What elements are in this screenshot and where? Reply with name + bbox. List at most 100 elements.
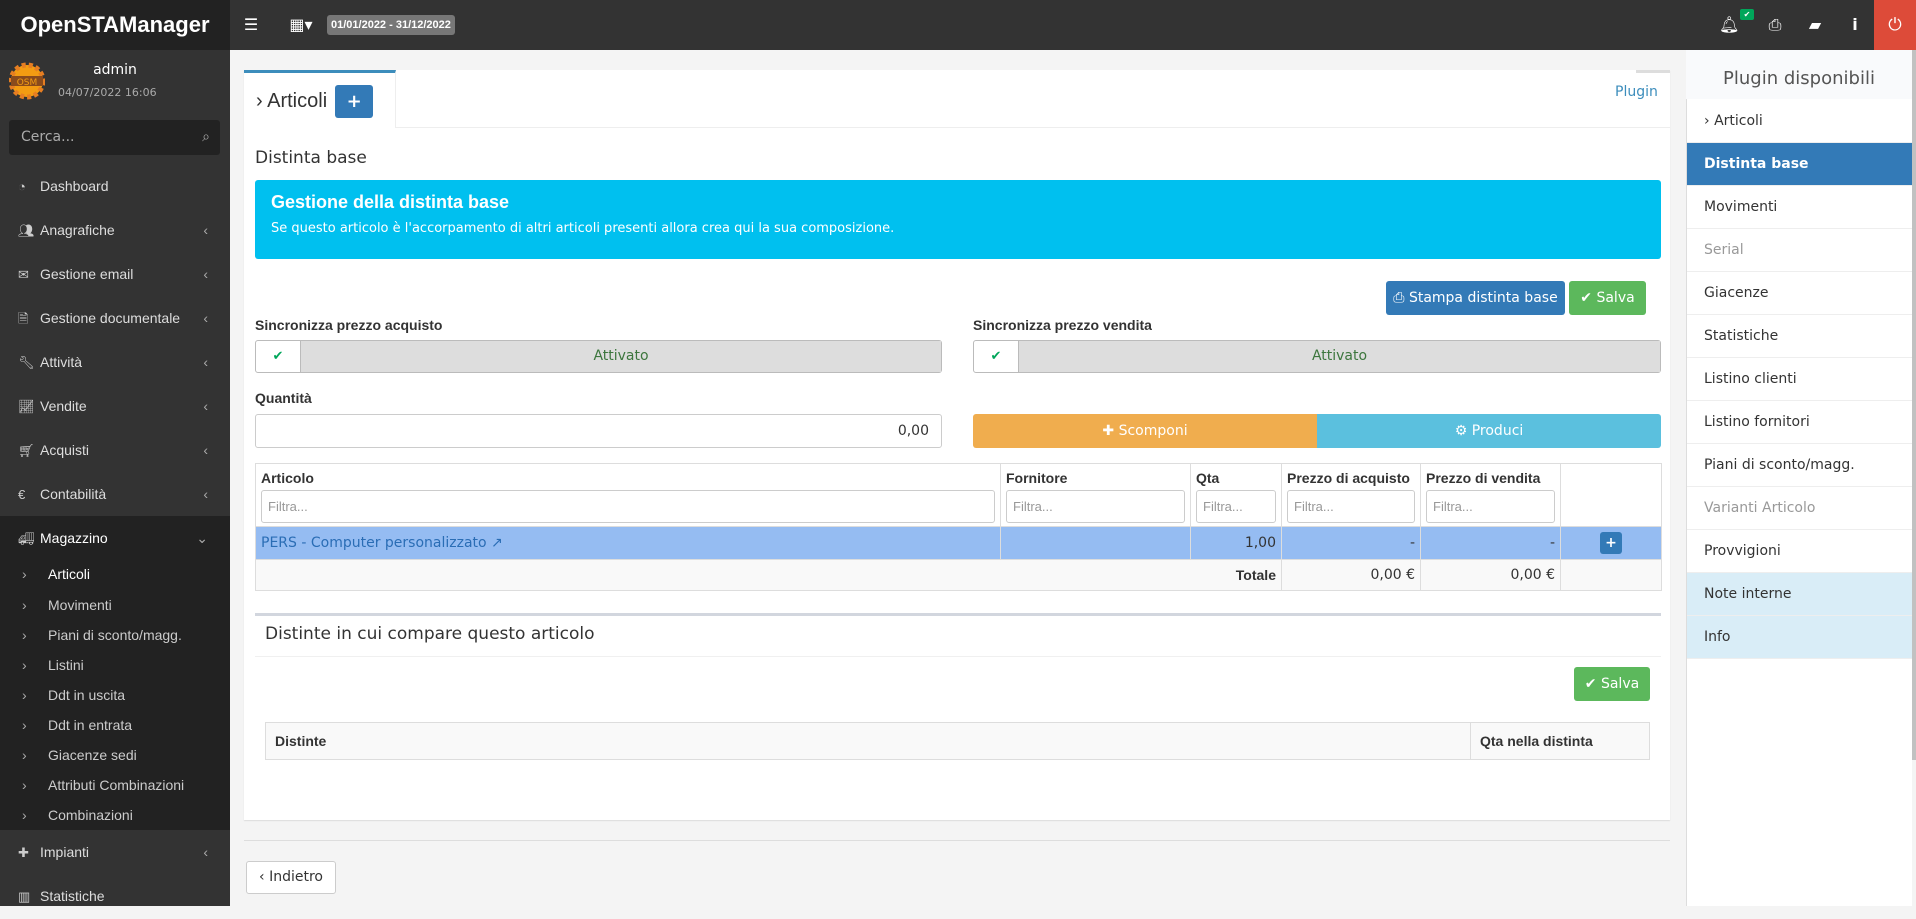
plugin-label: Articoli <box>1714 113 1763 129</box>
quantity-input[interactable]: 0,00 <box>255 414 942 448</box>
plugin-item-provvigioni[interactable]: Provvigioni <box>1687 530 1912 573</box>
filter-qta-input[interactable]: Filtra... <box>1196 490 1276 523</box>
divider <box>244 840 1670 841</box>
add-article-button[interactable]: + <box>335 85 374 118</box>
submenu-item-ddt-uscita[interactable]: › Ddt in uscita <box>0 680 230 710</box>
sidebar-item-anagrafiche[interactable]: 👥︎ Anagrafiche ‹ <box>0 208 230 252</box>
submenu-item-ddt-entrata[interactable]: › Ddt in entrata <box>0 710 230 740</box>
sidebar-item-attivita[interactable]: 🔧︎ Attività ‹ <box>0 340 230 384</box>
toggle-value: Attivato <box>301 341 941 372</box>
bom-table: Articolo Filtra... Fornitore Filtra... Qta… <box>255 463 1662 591</box>
bell-icon[interactable]: 🔔︎ <box>1719 15 1740 34</box>
table-row[interactable]: PERS - Computer personalizzato ↗ 1,00 - … <box>255 526 1662 560</box>
cell-actions: + <box>1560 526 1662 560</box>
tab-header: › Articoli + <box>256 85 374 118</box>
button-label: Stampa distinta base <box>1408 290 1558 306</box>
external-link-icon[interactable]: ↗ <box>491 535 503 551</box>
sidebar-item-magazzino[interactable]: 🚚︎ Magazzino ⌄ <box>0 516 230 560</box>
cell-articolo[interactable]: PERS - Computer personalizzato ↗ <box>255 526 1001 560</box>
filter-vendita-input[interactable]: Filtra... <box>1426 490 1555 523</box>
plugin-item-listino-fornitori[interactable]: Listino fornitori <box>1687 401 1912 444</box>
plugin-item-giacenze[interactable]: Giacenze <box>1687 272 1912 315</box>
sidebar-item-gestione-documentale[interactable]: 🗎︎ Gestione documentale ‹ <box>0 296 230 340</box>
plugin-item-varianti[interactable]: Varianti Articolo <box>1687 487 1912 530</box>
cell-vendita: - <box>1420 526 1561 560</box>
euro-icon: € <box>18 487 26 502</box>
sync-sale-toggle[interactable]: ✔ Attivato <box>973 340 1661 373</box>
add-row-button[interactable]: + <box>1600 532 1622 554</box>
submenu-item-articoli[interactable]: › Articoli <box>0 559 230 589</box>
sidebar-search-input[interactable]: Cerca... ⌕ <box>9 120 220 155</box>
print-bom-button[interactable]: ⎙ Stampa distinta base <box>1386 281 1565 315</box>
sidebar-item-impianti[interactable]: ✚ Impianti ‹ <box>0 830 230 874</box>
print-icon[interactable]: ⎙ <box>1768 15 1782 34</box>
column-header-distinte: Distinte <box>265 722 1471 760</box>
sidebar-item-contabilita[interactable]: € Contabilità ‹ <box>0 472 230 516</box>
decompose-button[interactable]: ✚ Scomponi <box>973 414 1317 448</box>
submenu-label: Giacenze sedi <box>48 747 137 763</box>
plugin-item-serial[interactable]: Serial <box>1687 229 1912 272</box>
save-related-button[interactable]: ✔ Salva <box>1574 667 1650 701</box>
chevron-right-icon: › <box>1704 113 1710 129</box>
button-label: Salva <box>1600 676 1640 692</box>
plugin-item-piani-sconto[interactable]: Piani di sconto/magg. <box>1687 444 1912 487</box>
submenu-label: Ddt in uscita <box>48 687 126 703</box>
sidebar-item-label: Dashboard <box>40 178 109 194</box>
submenu-item-combinazioni[interactable]: › Combinazioni <box>0 800 230 830</box>
plugin-item-note-interne[interactable]: Note interne <box>1687 573 1912 616</box>
produce-button[interactable]: ⚙ Produci <box>1317 414 1661 448</box>
save-button[interactable]: ✔ Salva <box>1569 281 1646 315</box>
plugin-item-listino-clienti[interactable]: Listino clienti <box>1687 358 1912 401</box>
users-icon: 👥︎ <box>18 223 35 238</box>
total-vendita: 0,00 € <box>1420 559 1561 591</box>
menu-toggle-icon[interactable]: ☰ <box>243 15 259 34</box>
print-icon: ⎙ <box>1393 290 1405 306</box>
plugin-item-articoli[interactable]: › Articoli <box>1687 100 1912 143</box>
sidebar-item-acquisti[interactable]: 🛒︎ Acquisti ‹ <box>0 428 230 472</box>
chevron-left-icon: ‹ <box>203 310 208 326</box>
filter-acquisto-input[interactable]: Filtra... <box>1287 490 1415 523</box>
filter-fornitore-input[interactable]: Filtra... <box>1006 490 1185 523</box>
submenu-label: Ddt in entrata <box>48 717 133 733</box>
chevron-left-icon: ‹ <box>203 486 208 502</box>
plugin-item-info[interactable]: Info <box>1687 616 1912 659</box>
plugin-item-statistiche[interactable]: Statistiche <box>1687 315 1912 358</box>
submenu-label: Movimenti <box>48 597 112 613</box>
submenu-item-listini[interactable]: › Listini <box>0 650 230 680</box>
sidebar-item-statistiche[interactable]: ▥ Statistiche <box>0 874 230 918</box>
sidebar-item-vendite[interactable]: 📈︎ Vendite ‹ <box>0 384 230 428</box>
user-name[interactable]: admin <box>93 62 137 78</box>
book-icon[interactable]: ▰ <box>1808 15 1822 34</box>
search-icon[interactable]: ⌕ <box>202 129 210 145</box>
back-button[interactable]: ‹ Indietro <box>246 861 336 894</box>
chevron-right-icon: › <box>22 657 27 673</box>
column-header-actions <box>1560 463 1662 527</box>
filter-articolo-input[interactable]: Filtra... <box>261 490 995 523</box>
total-row: Totale 0,00 € 0,00 € <box>255 559 1662 591</box>
sidebar-item-gestione-email[interactable]: ✉ Gestione email ‹ <box>0 252 230 296</box>
table-header-row: Articolo Filtra... Fornitore Filtra... Qta… <box>255 463 1662 527</box>
submenu-item-piani-sconto[interactable]: › Piani di sconto/magg. <box>0 620 230 650</box>
svg-text:OSM: OSM <box>17 78 38 88</box>
sync-purchase-toggle[interactable]: ✔ Attivato <box>255 340 942 373</box>
logout-power-icon[interactable]: ⏻ <box>1874 0 1916 50</box>
chevron-left-icon: ‹ <box>203 844 208 860</box>
cart-icon: 🛒︎ <box>18 443 35 458</box>
plugin-tab-link[interactable]: Plugin <box>1615 84 1658 100</box>
sidebar-item-dashboard[interactable]: ◔ Dashboard <box>0 164 230 208</box>
date-range-badge[interactable]: 01/01/2022 - 31/12/2022 <box>327 15 455 35</box>
brand-logo[interactable]: OpenSTAManager <box>0 0 230 50</box>
box-title: Distinte in cui compare questo articolo <box>265 624 595 644</box>
article-link[interactable]: PERS - Computer personalizzato <box>261 535 487 551</box>
button-label: Indietro <box>269 869 323 885</box>
cell-qta: 1,00 <box>1190 526 1282 560</box>
calendar-icon[interactable]: ▦▾ <box>289 15 313 34</box>
plugin-item-movimenti[interactable]: Movimenti <box>1687 186 1912 229</box>
scrollbar[interactable] <box>1912 50 1916 760</box>
plugin-item-distinta-base[interactable]: Distinta base <box>1687 143 1912 186</box>
submenu-item-movimenti[interactable]: › Movimenti <box>0 590 230 620</box>
submenu-item-giacenze-sedi[interactable]: › Giacenze sedi <box>0 740 230 770</box>
submenu-item-attributi[interactable]: › Attributi Combinazioni <box>0 770 230 800</box>
info-icon[interactable]: i <box>1852 15 1858 34</box>
toggle-value: Attivato <box>1019 341 1660 372</box>
